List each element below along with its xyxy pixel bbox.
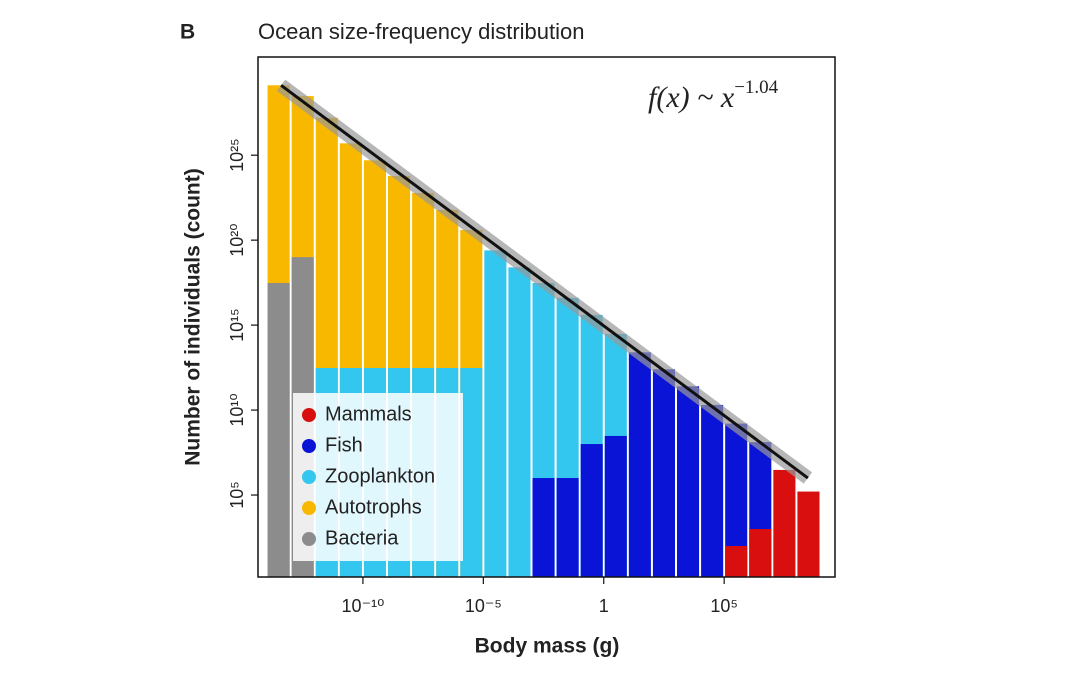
bar — [604, 435, 627, 577]
bar — [532, 478, 555, 577]
legend-marker — [302, 439, 316, 453]
annotation-exponent: −1.04 — [734, 77, 778, 98]
x-tick-label: 1 — [599, 596, 609, 616]
y-tick-label: 10²⁵ — [227, 138, 247, 171]
x-tick-label: 10⁻¹⁰ — [342, 596, 385, 616]
legend-label: Fish — [325, 434, 363, 456]
fit-line — [280, 84, 809, 480]
y-tick-label: 10⁵ — [227, 481, 247, 508]
bar — [701, 404, 724, 577]
bar — [628, 352, 651, 577]
y-tick-label: 10¹⁰ — [227, 393, 247, 426]
bar — [267, 283, 290, 577]
y-tick-label: 10²⁰ — [227, 224, 247, 257]
y-tick-label: 10¹⁵ — [227, 308, 247, 341]
bar — [460, 367, 483, 577]
annotation-text: f(x) ~ x — [648, 81, 735, 114]
chart-title: Ocean size-frequency distribution — [258, 19, 585, 44]
bar — [508, 267, 531, 577]
bar — [652, 369, 676, 577]
bar — [749, 529, 772, 577]
x-axis-label: Body mass (g) — [475, 635, 620, 658]
legend-marker — [302, 470, 316, 484]
legend-marker — [302, 501, 316, 515]
panel-label: B — [180, 21, 195, 44]
legend-label: Mammals — [325, 403, 412, 425]
bar — [677, 386, 700, 577]
bar — [725, 423, 748, 577]
bar — [556, 478, 579, 577]
bar — [484, 250, 507, 577]
bar — [773, 469, 796, 577]
bar — [725, 546, 748, 577]
x-tick-label: 10⁻⁵ — [465, 596, 502, 616]
legend-label: Bacteria — [325, 527, 399, 549]
legend-marker — [302, 532, 316, 546]
legend-label: Zooplankton — [325, 465, 435, 487]
x-tick-label: 10⁵ — [710, 596, 737, 616]
legend-marker — [302, 408, 316, 422]
bar — [580, 444, 603, 577]
plot-frame — [257, 56, 836, 578]
y-axis-label: Number of individuals (count) — [182, 168, 205, 466]
legend-label: Autotrophs — [325, 496, 422, 518]
bar — [797, 491, 820, 577]
annotation: f(x) ~ x−1.04 — [648, 77, 779, 114]
legend-box — [293, 393, 463, 561]
